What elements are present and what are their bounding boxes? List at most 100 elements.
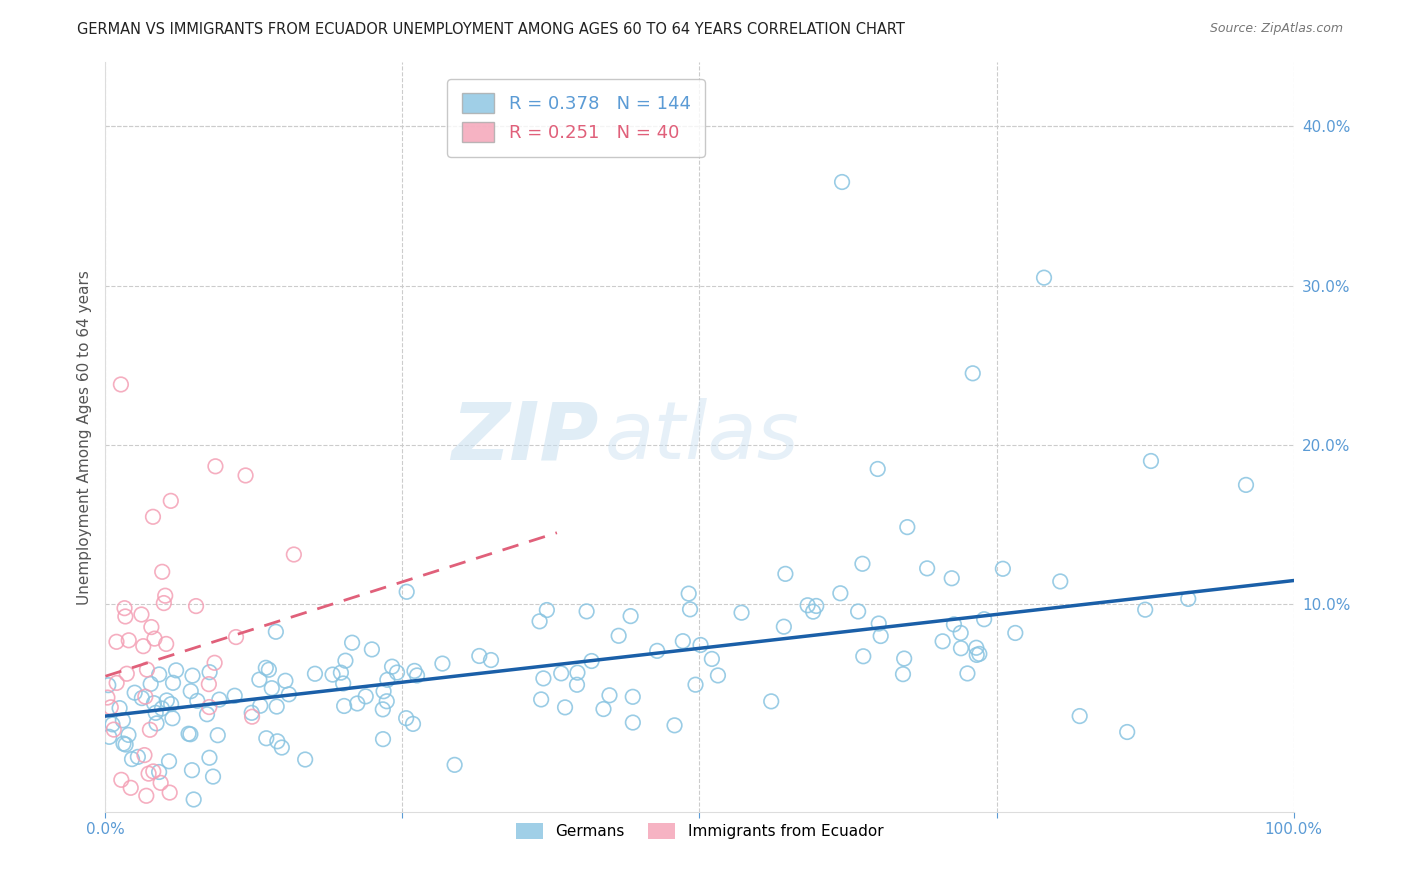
Point bbox=[149, 776, 172, 790]
Point bbox=[772, 620, 794, 634]
Point bbox=[530, 692, 553, 706]
Point bbox=[1177, 591, 1199, 606]
Point bbox=[98, 730, 121, 744]
Point bbox=[159, 493, 181, 508]
Point bbox=[162, 675, 184, 690]
Point bbox=[679, 602, 702, 616]
Point bbox=[375, 673, 398, 687]
Point bbox=[678, 586, 700, 600]
Point bbox=[796, 599, 818, 613]
Point bbox=[270, 740, 292, 755]
Point bbox=[406, 668, 429, 682]
Point bbox=[108, 701, 131, 715]
Text: Source: ZipAtlas.com: Source: ZipAtlas.com bbox=[1209, 22, 1343, 36]
Point bbox=[162, 711, 184, 725]
Point bbox=[177, 727, 200, 741]
Point bbox=[150, 701, 173, 715]
Point bbox=[1033, 270, 1056, 285]
Point bbox=[381, 659, 404, 673]
Point bbox=[1140, 454, 1163, 468]
Point bbox=[97, 678, 120, 692]
Point bbox=[254, 731, 277, 746]
Point bbox=[371, 702, 394, 716]
Point bbox=[160, 697, 183, 711]
Point bbox=[118, 633, 141, 648]
Point bbox=[536, 603, 558, 617]
Point bbox=[115, 666, 138, 681]
Point bbox=[775, 566, 797, 581]
Y-axis label: Unemployment Among Ages 60 to 64 years: Unemployment Among Ages 60 to 64 years bbox=[76, 269, 91, 605]
Point bbox=[581, 654, 603, 668]
Point bbox=[264, 624, 287, 639]
Point bbox=[575, 604, 598, 618]
Point bbox=[404, 664, 426, 678]
Point bbox=[801, 605, 824, 619]
Point bbox=[249, 698, 271, 713]
Point bbox=[183, 792, 205, 806]
Point bbox=[127, 750, 149, 764]
Point bbox=[148, 764, 170, 779]
Point bbox=[831, 175, 853, 189]
Point bbox=[949, 626, 972, 640]
Point bbox=[198, 677, 221, 691]
Point bbox=[346, 697, 368, 711]
Point bbox=[120, 780, 142, 795]
Point bbox=[138, 766, 160, 780]
Point bbox=[700, 652, 723, 666]
Point bbox=[468, 648, 491, 663]
Point bbox=[142, 509, 165, 524]
Point bbox=[136, 663, 159, 677]
Point bbox=[101, 717, 124, 731]
Point bbox=[340, 636, 363, 650]
Point bbox=[893, 651, 915, 665]
Point bbox=[554, 700, 576, 714]
Point bbox=[761, 694, 783, 708]
Point bbox=[866, 462, 889, 476]
Point bbox=[208, 692, 231, 706]
Point bbox=[354, 690, 377, 704]
Point bbox=[198, 751, 221, 765]
Point bbox=[254, 661, 277, 675]
Point bbox=[868, 616, 890, 631]
Point bbox=[385, 665, 408, 680]
Point bbox=[141, 620, 163, 634]
Point bbox=[165, 664, 187, 678]
Point bbox=[134, 748, 156, 763]
Point bbox=[135, 789, 157, 803]
Point bbox=[806, 599, 828, 613]
Point bbox=[150, 565, 173, 579]
Point bbox=[322, 667, 344, 681]
Point bbox=[124, 686, 146, 700]
Point bbox=[157, 754, 180, 768]
Point bbox=[375, 694, 398, 708]
Point bbox=[941, 571, 963, 585]
Point bbox=[443, 757, 465, 772]
Point bbox=[181, 763, 204, 777]
Text: GERMAN VS IMMIGRANTS FROM ECUADOR UNEMPLOYMENT AMONG AGES 60 TO 64 YEARS CORRELA: GERMAN VS IMMIGRANTS FROM ECUADOR UNEMPL… bbox=[77, 22, 905, 37]
Point bbox=[204, 459, 226, 474]
Point bbox=[224, 689, 246, 703]
Point bbox=[240, 706, 263, 720]
Point bbox=[304, 666, 326, 681]
Text: ZIP: ZIP bbox=[451, 398, 599, 476]
Point bbox=[621, 715, 644, 730]
Point bbox=[335, 654, 357, 668]
Point bbox=[240, 709, 263, 723]
Point bbox=[1049, 574, 1071, 589]
Point bbox=[529, 615, 551, 629]
Point bbox=[114, 601, 136, 615]
Point bbox=[333, 698, 356, 713]
Point bbox=[142, 764, 165, 779]
Point bbox=[896, 520, 918, 534]
Point bbox=[294, 752, 316, 766]
Point bbox=[402, 717, 425, 731]
Point bbox=[852, 649, 875, 664]
Point bbox=[131, 607, 153, 622]
Point bbox=[180, 684, 202, 698]
Point bbox=[1069, 709, 1091, 723]
Point bbox=[962, 367, 984, 381]
Point bbox=[207, 728, 229, 742]
Point bbox=[143, 632, 166, 646]
Point bbox=[131, 691, 153, 706]
Point bbox=[432, 657, 454, 671]
